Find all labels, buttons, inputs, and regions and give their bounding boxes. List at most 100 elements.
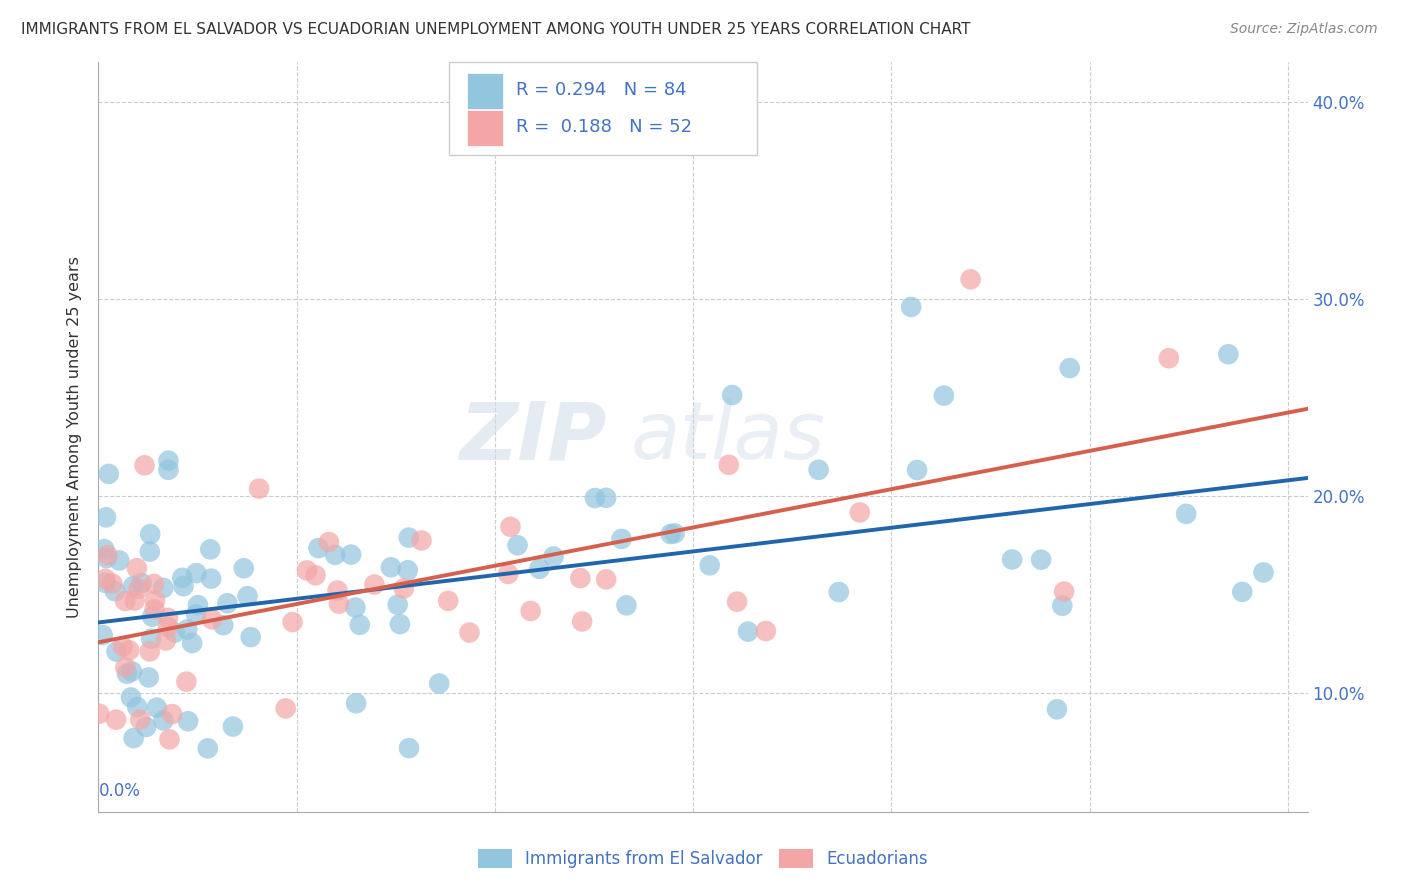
Point — [176, 623, 198, 637]
Text: IMMIGRANTS FROM EL SALVADOR VS ECUADORIAN UNEMPLOYMENT AMONG YOUTH UNDER 25 YEAR: IMMIGRANTS FROM EL SALVADOR VS ECUADORIA… — [21, 22, 970, 37]
Point — [396, 563, 419, 577]
Point — [932, 389, 955, 403]
Point — [200, 542, 222, 557]
Point — [104, 584, 127, 599]
Point — [186, 566, 208, 581]
Point — [437, 594, 460, 608]
Point — [1218, 347, 1240, 361]
Point — [94, 510, 117, 524]
Point — [176, 674, 198, 689]
Point — [212, 618, 235, 632]
Text: R = 0.294   N = 84: R = 0.294 N = 84 — [516, 81, 686, 99]
Point — [340, 548, 363, 562]
Point — [496, 566, 519, 581]
Point — [388, 617, 411, 632]
Point — [905, 463, 928, 477]
Point — [105, 644, 128, 658]
Point — [111, 640, 134, 654]
Point — [1059, 361, 1081, 376]
Point — [725, 594, 748, 608]
Point — [152, 714, 174, 728]
Point — [232, 561, 254, 575]
Point — [177, 714, 200, 729]
Point — [1232, 585, 1254, 599]
Point — [1053, 584, 1076, 599]
Point — [141, 609, 163, 624]
Point — [118, 643, 141, 657]
Point — [94, 572, 117, 586]
Point — [304, 568, 326, 582]
Point — [380, 560, 402, 574]
Point — [458, 625, 481, 640]
Point — [163, 625, 186, 640]
Legend: Immigrants from El Salvador, Ecuadorians: Immigrants from El Salvador, Ecuadorians — [472, 842, 934, 875]
Point — [1029, 552, 1052, 566]
Point — [849, 505, 872, 519]
Point — [97, 467, 120, 481]
Point — [239, 630, 262, 644]
Point — [828, 585, 851, 599]
Point — [959, 272, 981, 286]
FancyBboxPatch shape — [449, 62, 758, 155]
Point — [307, 541, 329, 555]
Point — [222, 719, 245, 733]
Bar — [467, 110, 503, 145]
Point — [398, 531, 420, 545]
Point — [172, 579, 194, 593]
Point — [344, 696, 367, 710]
Point — [160, 707, 183, 722]
Point — [115, 666, 138, 681]
Point — [583, 491, 606, 505]
Text: 0.0%: 0.0% — [98, 781, 141, 800]
Point — [156, 620, 179, 634]
Point — [323, 548, 346, 562]
Point — [529, 562, 551, 576]
Point — [186, 607, 208, 622]
Point — [1052, 599, 1074, 613]
Point — [139, 644, 162, 658]
Text: ZIP: ZIP — [458, 398, 606, 476]
Point — [295, 564, 318, 578]
Point — [281, 615, 304, 629]
Point — [89, 706, 111, 721]
Point — [519, 604, 541, 618]
Point — [392, 582, 415, 596]
Point — [159, 732, 181, 747]
Text: R =  0.188   N = 52: R = 0.188 N = 52 — [516, 118, 692, 136]
Point — [807, 463, 830, 477]
Point — [427, 676, 450, 690]
Point — [114, 660, 136, 674]
Point — [506, 538, 529, 552]
Point — [121, 665, 143, 679]
Point — [900, 300, 922, 314]
Point — [187, 598, 209, 612]
Point — [197, 741, 219, 756]
Point — [200, 572, 222, 586]
Point — [152, 581, 174, 595]
Point — [201, 612, 224, 626]
Point — [659, 527, 682, 541]
Point — [145, 700, 167, 714]
Point — [318, 535, 340, 549]
Y-axis label: Unemployment Among Youth under 25 years: Unemployment Among Youth under 25 years — [67, 256, 83, 618]
Point — [595, 573, 617, 587]
Point — [1001, 552, 1024, 566]
Point — [1175, 507, 1198, 521]
Point — [326, 583, 349, 598]
Point — [1046, 702, 1069, 716]
Point — [101, 576, 124, 591]
Point — [737, 624, 759, 639]
Point — [181, 636, 204, 650]
Point — [398, 741, 420, 756]
Point — [143, 593, 166, 607]
Bar — [467, 73, 503, 109]
Point — [134, 458, 156, 473]
Point — [157, 463, 180, 477]
Point — [108, 553, 131, 567]
Point — [139, 544, 162, 558]
Point — [135, 720, 157, 734]
Point — [139, 632, 162, 646]
Point — [96, 551, 118, 566]
Point — [1253, 566, 1275, 580]
Point — [139, 527, 162, 541]
